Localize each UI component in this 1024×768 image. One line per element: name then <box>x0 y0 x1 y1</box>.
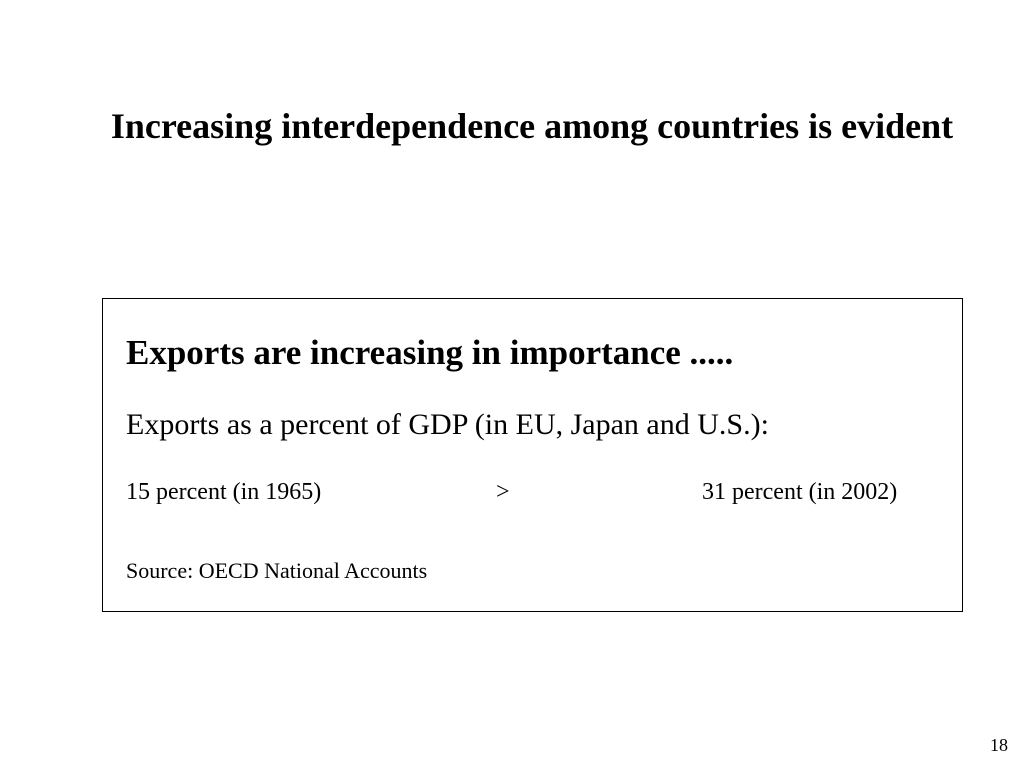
page-number: 18 <box>990 735 1008 755</box>
content-box: Exports are increasing in importance ...… <box>102 298 963 612</box>
source-note: Source: OECD National Accounts <box>126 558 428 583</box>
slide-title: Increasing interdependence among countri… <box>110 106 954 146</box>
export-share-2002: 31 percent (in 2002) <box>702 479 898 505</box>
export-share-1965: 15 percent (in 1965) <box>126 479 322 505</box>
comparison-arrow: > <box>496 479 510 505</box>
box-heading: Exports are increasing in importance ...… <box>126 333 734 372</box>
export-share-comparison: 15 percent (in 1965) > 31 percent (in 20… <box>126 477 936 507</box>
exports-gdp-subheading: Exports as a percent of GDP (in EU, Japa… <box>126 408 769 441</box>
